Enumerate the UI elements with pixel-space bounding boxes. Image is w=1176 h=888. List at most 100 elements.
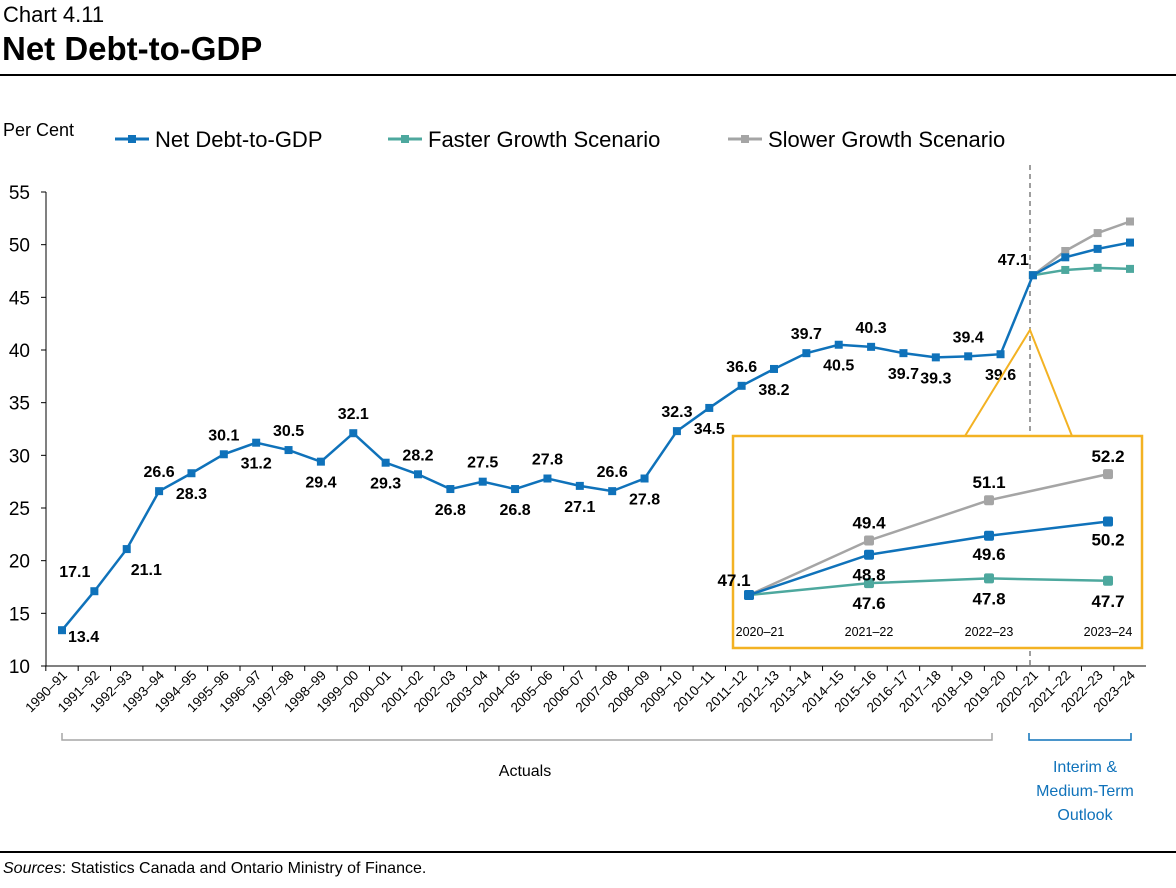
scenario-point [1126, 264, 1134, 273]
legend-label: Net Debt-to-GDP [155, 127, 323, 152]
scenario-line [1032, 220, 1131, 277]
outlook-bracket [1028, 733, 1132, 741]
actuals-bracket [61, 733, 993, 741]
y-tick-label: 30 [9, 446, 30, 467]
net-debt-point [219, 450, 228, 459]
net-debt-point [316, 457, 325, 466]
net-debt-point [608, 487, 617, 496]
net-debt-point [543, 474, 552, 483]
net-debt-point [964, 352, 973, 361]
data-label: 29.4 [305, 475, 336, 492]
legend-marker [401, 135, 409, 143]
legend-label: Slower Growth Scenario [768, 127, 1005, 152]
data-label: 47.1 [998, 252, 1029, 269]
scenario-point [1093, 229, 1102, 238]
data-label: 39.7 [888, 366, 919, 383]
y-tick-label: 55 [9, 183, 30, 204]
y-axis-label: Per Cent [3, 120, 74, 140]
data-label: 30.5 [273, 423, 304, 440]
outlook-label: Outlook [1057, 807, 1113, 824]
data-label: 29.3 [370, 476, 401, 493]
data-label: 26.8 [435, 502, 466, 519]
data-label: 39.6 [985, 367, 1016, 384]
net-debt-point [640, 474, 649, 483]
net-debt-point [1028, 271, 1037, 280]
inset-point [864, 578, 874, 589]
scenario-point [1061, 246, 1070, 255]
net-debt-point [672, 427, 681, 436]
inset-data-label: 49.6 [972, 545, 1005, 564]
footer-rule [0, 851, 1176, 853]
net-debt-point [187, 469, 196, 478]
data-label: 21.1 [131, 562, 162, 579]
y-tick-label: 20 [9, 552, 30, 573]
net-debt-point [511, 485, 520, 494]
net-debt-point [414, 470, 422, 479]
data-label: 32.3 [661, 404, 692, 421]
net-debt-point [122, 545, 131, 554]
y-tick-label: 40 [9, 341, 30, 362]
net-debt-point [705, 403, 714, 412]
legend-label: Faster Growth Scenario [428, 127, 660, 152]
net-debt-point [931, 353, 940, 362]
inset-data-label: 47.8 [972, 589, 1005, 608]
net-debt-point [478, 477, 487, 486]
inset-x-label: 2021–22 [845, 625, 894, 639]
data-label: 39.7 [791, 326, 822, 343]
inset-point [984, 495, 994, 506]
data-label: 31.2 [241, 456, 272, 473]
net-debt-point [381, 458, 390, 467]
scenario-point [1126, 217, 1134, 226]
inset-x-label: 2020–21 [736, 625, 785, 639]
data-label: 27.1 [564, 499, 595, 516]
y-tick-label: 45 [9, 288, 30, 309]
inset-point [984, 530, 994, 541]
inset-point [744, 590, 754, 600]
inset-x-label: 2022–23 [965, 625, 1014, 639]
data-label: 26.6 [144, 464, 175, 481]
data-label: 27.5 [467, 455, 498, 472]
inset-point [1103, 516, 1113, 527]
data-label: 39.3 [920, 370, 951, 387]
inset-box [731, 434, 1144, 650]
data-label: 26.6 [597, 464, 628, 481]
net-debt-point [899, 349, 908, 358]
y-tick-label: 10 [9, 657, 30, 678]
inset-data-label: 51.1 [972, 473, 1005, 492]
scenario-line [1032, 266, 1131, 277]
data-label: 28.3 [176, 486, 207, 503]
inset-point [1103, 575, 1113, 586]
inset-data-label: 47.1 [717, 571, 750, 590]
net-debt-point [996, 350, 1005, 359]
net-debt-point [737, 381, 746, 390]
data-label: 30.1 [208, 427, 239, 444]
inset-connector [964, 327, 1073, 437]
net-debt-point [1093, 244, 1102, 253]
data-label: 17.1 [59, 564, 90, 581]
net-debt-point [1061, 253, 1070, 262]
net-debt-point [58, 626, 66, 635]
net-debt-point [155, 487, 164, 496]
scenario-point [1061, 265, 1070, 274]
sources-text: : Statistics Canada and Ontario Ministry… [61, 860, 427, 877]
net-debt-point [802, 349, 811, 358]
inset-line [748, 520, 1109, 597]
data-label: 38.2 [758, 382, 789, 399]
data-label: 28.2 [402, 447, 433, 464]
inset-data-label: 48.8 [852, 566, 885, 585]
net-debt-point [90, 587, 99, 596]
data-label: 39.4 [953, 329, 984, 346]
sources-note: Sources: Statistics Canada and Ontario M… [3, 860, 426, 878]
inset-data-label: 49.4 [852, 513, 886, 532]
actuals-label: Actuals [499, 763, 551, 780]
data-label: 40.5 [823, 358, 854, 375]
y-tick-label: 35 [9, 394, 30, 415]
data-label: 34.5 [694, 421, 725, 438]
net-debt-point [252, 438, 261, 447]
net-debt-line [61, 241, 1131, 631]
inset-line [748, 577, 1109, 597]
inset-point [1103, 469, 1113, 480]
header-rule [0, 74, 1176, 76]
